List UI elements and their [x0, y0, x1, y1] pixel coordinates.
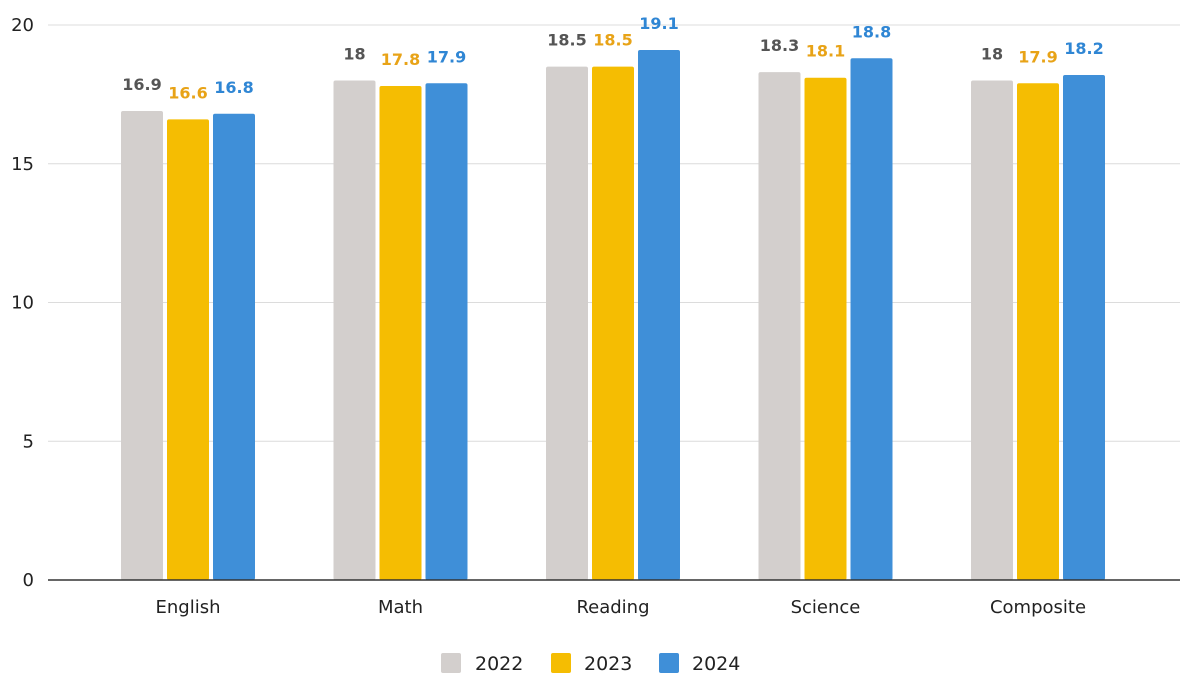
bar-2023-science [804, 77, 847, 580]
data-label: 17.8 [381, 50, 420, 69]
data-label: 18.1 [806, 42, 845, 61]
x-category-label: Math [378, 597, 423, 618]
bar-2024-math [425, 83, 468, 581]
bar-2023-math [379, 86, 422, 581]
bar-2023-english [167, 119, 209, 580]
bar-2024-science [850, 58, 893, 581]
data-label: 18.5 [547, 31, 586, 50]
legend-label: 2022 [475, 653, 523, 674]
bar-2022-composite [971, 80, 1013, 580]
y-axis-tick-labels: 0 5 10 15 20 [11, 15, 34, 591]
bar-2022-english [121, 111, 163, 581]
y-tick-label: 5 [23, 431, 34, 452]
data-label: 18.5 [593, 31, 632, 50]
bars [121, 49, 1105, 581]
data-label: 16.6 [168, 83, 207, 102]
bar-2022-math [333, 80, 376, 580]
data-label: 18 [981, 45, 1003, 64]
bar-2024-composite [1063, 74, 1105, 580]
bar-2024-reading [638, 49, 680, 581]
x-category-label: Reading [576, 597, 649, 618]
data-label: 18.8 [852, 22, 891, 41]
data-label: 18.3 [760, 36, 799, 55]
bar-2023-composite [1017, 83, 1059, 581]
data-label: 18.2 [1064, 39, 1103, 58]
legend: 2022 2023 2024 [441, 653, 740, 674]
x-axis-category-labels: English Math Reading Science Composite [156, 597, 1087, 618]
legend-label: 2023 [584, 653, 632, 674]
y-tick-label: 15 [11, 154, 34, 175]
data-label: 16.8 [214, 78, 253, 97]
bar-2022-reading [546, 66, 588, 580]
y-tick-label: 20 [11, 15, 34, 36]
data-label: 18 [343, 45, 365, 64]
data-label: 17.9 [1018, 47, 1057, 66]
bar-2023-reading [592, 66, 634, 580]
data-label: 17.9 [427, 47, 466, 66]
x-category-label: English [156, 597, 221, 618]
data-label: 19.1 [639, 14, 678, 33]
legend-swatch-2023 [551, 653, 571, 673]
legend-swatch-2024 [659, 653, 679, 673]
legend-swatch-2022 [441, 653, 461, 673]
y-tick-label: 0 [23, 570, 34, 591]
legend-label: 2024 [692, 653, 740, 674]
y-tick-label: 10 [11, 293, 34, 314]
x-category-label: Composite [990, 597, 1086, 618]
data-label: 16.9 [122, 75, 161, 94]
bar-2024-english [213, 113, 255, 581]
data-labels: 16.9 16.6 16.8 18 17.8 17.9 18.5 18.5 19.1 18.3 18… [122, 14, 1103, 102]
bar-2022-science [758, 72, 801, 581]
x-category-label: Science [791, 597, 861, 618]
